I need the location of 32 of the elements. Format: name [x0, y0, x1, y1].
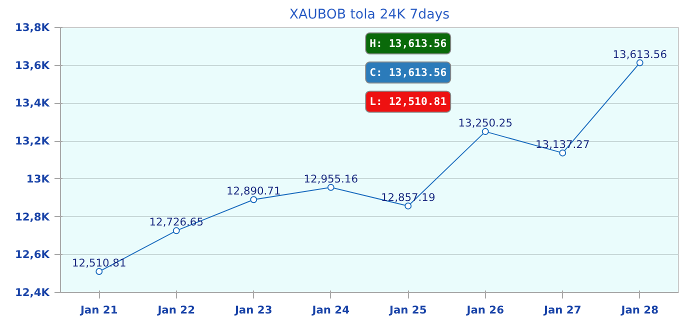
annotation: L: 12,510.81 [370, 95, 447, 108]
y-tick-label: 12,4K [14, 286, 50, 299]
point [172, 227, 180, 234]
text: 12,890.71 [226, 184, 281, 198]
text: 13,613.56 [612, 48, 667, 61]
x-tick-label: Jan 28 [620, 304, 659, 316]
x-tick-label: Jan 25 [388, 304, 427, 316]
x-tick-label: Jan 27 [542, 304, 582, 316]
point [559, 149, 566, 156]
x-tick-label: Jan 24 [311, 304, 350, 316]
annotation: H: 13,613.56 [370, 36, 447, 50]
y-tick-label: 13K [26, 172, 50, 186]
y-tick-label: 13,4K [14, 96, 50, 110]
text: 13,250.25 [458, 116, 512, 130]
y-tick-label: 12,6K [14, 248, 50, 262]
point [404, 202, 412, 210]
y-tick-label: 13,6K [14, 58, 50, 72]
point [250, 196, 258, 204]
y-tick-label: 13,2K [14, 134, 50, 148]
annotation: C: 13,613.56 [370, 66, 447, 80]
x-tick-label: Jan 22 [156, 304, 196, 316]
x-tick-label: Jan 21 [79, 304, 118, 316]
y-tick-label: 13,8K [14, 21, 50, 34]
text: 12,955.16 [304, 172, 358, 186]
point [327, 184, 334, 191]
x-tick-label: Jan 23 [234, 304, 272, 316]
x-tick-label: Jan 26 [466, 304, 504, 316]
chart-title: XAUBOB tola 24K 7days [289, 8, 450, 22]
point [482, 128, 489, 136]
y-tick-label: 12,8K [14, 210, 50, 224]
point [96, 268, 103, 276]
point [636, 59, 644, 66]
